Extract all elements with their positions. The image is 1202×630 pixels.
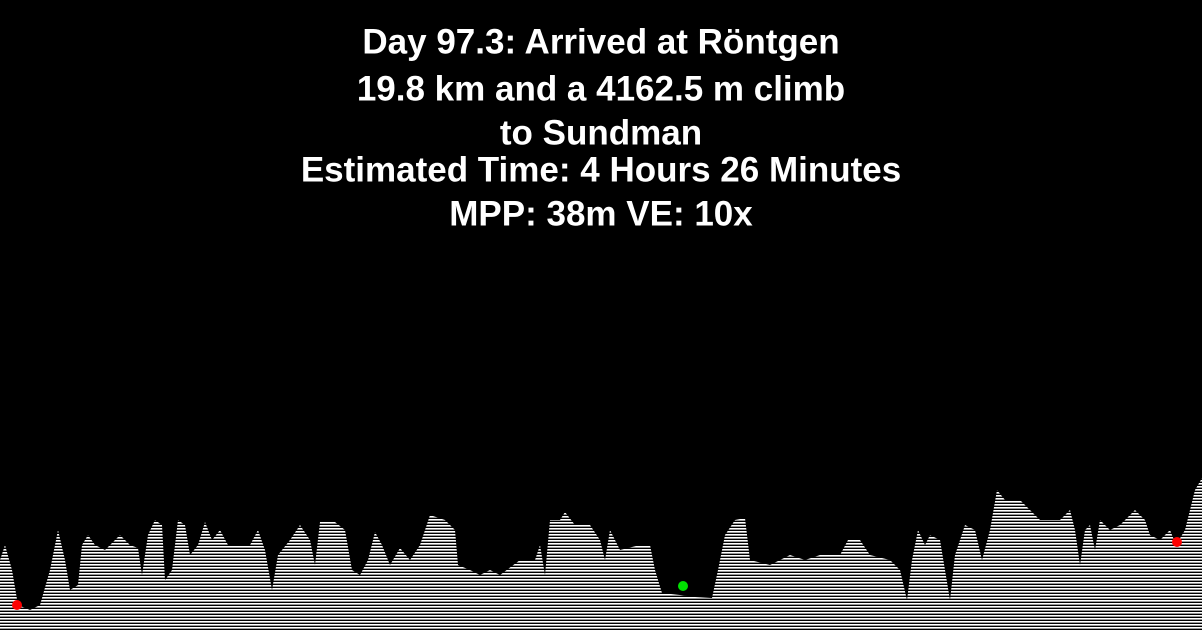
title-line: to Sundman	[500, 113, 702, 152]
waypoint-marker	[1172, 537, 1182, 547]
title-line: Day 97.3: Arrived at Röntgen	[362, 22, 839, 61]
title-line: MPP: 38m VE: 10x	[449, 194, 753, 233]
title-block: Day 97.3: Arrived at Röntgen 19.8 km and …	[301, 22, 901, 233]
title-line: Estimated Time: 4 Hours 26 Minutes	[301, 150, 901, 189]
elevation-profile	[0, 478, 1202, 630]
waypoint-marker	[12, 600, 22, 610]
current-position-marker	[678, 581, 688, 591]
title-line: 19.8 km and a 4162.5 m climb	[357, 69, 845, 108]
